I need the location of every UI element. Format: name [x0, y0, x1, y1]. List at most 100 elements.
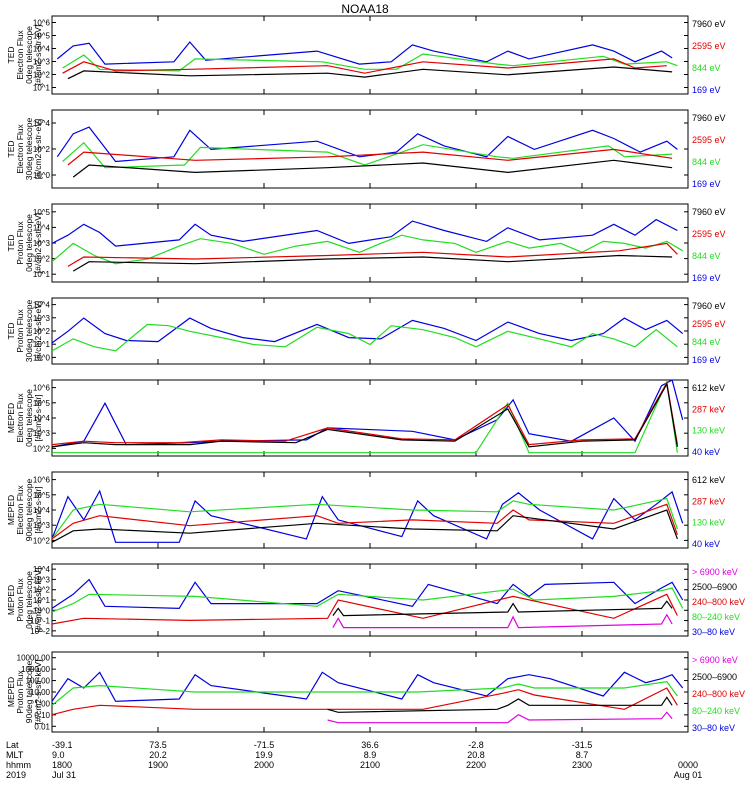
y-axis-label-line: 0deg telescope	[24, 389, 34, 447]
y-tick-label: 10^3	[33, 314, 51, 323]
series-group	[52, 380, 684, 454]
footer-row-label: hhmm	[6, 760, 31, 770]
y-tick-label: 10^6	[33, 19, 51, 28]
panel-frame	[51, 15, 689, 95]
y-axis-label-line: MEPED	[6, 495, 16, 525]
legend-entry: 2595 eV	[692, 319, 726, 329]
series-group	[56, 41, 678, 80]
legend-entry: 130 keV	[692, 518, 725, 528]
y-axis-label: TED Electron Flux 30deg telescope [#/cm2-s-…	[6, 118, 43, 181]
panel-meped-proton-90deg: 0.010.101.0010.00100.001000.0010000.00ME…	[6, 651, 745, 733]
series-group	[52, 489, 684, 543]
y-axis-label-line: [#/cm2-s-str-keV]	[33, 660, 43, 725]
legend-entry: 612 keV	[692, 475, 725, 485]
footer-date-value: Jul 31	[52, 770, 76, 780]
footer-mlt-value: 8.7	[576, 750, 589, 760]
y-axis-label-line: Electron Flux	[15, 123, 25, 173]
y-tick-label: 10^3	[33, 239, 51, 248]
footer-row-label: MLT	[6, 750, 24, 760]
legend-entry: 40 keV	[692, 447, 720, 457]
legend-entry: 7960 eV	[692, 301, 726, 311]
legend-entry: 844 eV	[692, 251, 721, 261]
y-axis-label-line: TED	[6, 141, 16, 158]
y-tick-label: 10^4	[33, 45, 51, 54]
series-line-169-eV	[56, 41, 673, 65]
series-line-612-keV	[52, 382, 678, 448]
legend-entry: 2595 eV	[692, 135, 726, 145]
y-tick-label: 10^-2	[30, 627, 50, 636]
y-tick-label: 10^3	[33, 429, 51, 438]
y-axis-label-line: [#/cm2-s-str]	[33, 394, 43, 441]
legend-entry: 130 keV	[692, 426, 725, 436]
legend-entry: 80–240 keV	[692, 706, 740, 716]
series-line-169-eV	[52, 317, 684, 344]
y-axis-label-line: Electron Flux	[15, 392, 25, 442]
y-tick-label: 10^4	[33, 565, 51, 574]
y-tick-label: 10^2	[33, 586, 51, 595]
footer-mlt-value: 8.9	[364, 750, 377, 760]
y-tick-label: 10^5	[33, 399, 51, 408]
y-axis-label-line: 90deg telescope	[24, 661, 34, 724]
legend-entry: 169 eV	[692, 273, 721, 283]
y-tick-label: 10^2	[33, 71, 51, 80]
y-axis-label-line: 90deg telescope	[24, 479, 34, 542]
footer-hhmm-value: 1800	[52, 760, 72, 770]
footer-lat-value: -2.8	[468, 740, 484, 750]
legend-entry: 240–800 keV	[692, 597, 745, 607]
series-line-80-240-keV	[52, 587, 684, 613]
y-axis-label-line: TED	[6, 323, 16, 340]
footer-lat-value: -31.5	[572, 740, 593, 750]
footer-hhmm-value: 0000	[678, 760, 698, 770]
legend-entry: 844 eV	[692, 63, 721, 73]
legend-entry: 169 eV	[692, 179, 721, 189]
y-tick-label: 10^5	[33, 208, 51, 217]
footer-mlt-value: 20.8	[467, 750, 485, 760]
legend-entry: 169 eV	[692, 355, 721, 365]
y-axis-label-line: Electron Flux	[15, 29, 25, 79]
series-line-40-keV	[52, 489, 684, 543]
legend-entry: 80–240 keV	[692, 612, 740, 622]
series-line-287-keV	[52, 503, 678, 540]
y-axis-label-line: 0deg telescope	[24, 214, 34, 272]
y-axis-label-line: MEPED	[6, 403, 16, 433]
series-line-844-eV	[62, 141, 673, 169]
footer-hhmm-value: 2200	[466, 760, 486, 770]
y-tick-label: 10^1	[33, 340, 51, 349]
y-tick-label: 10^-1	[30, 617, 50, 626]
y-tick-label: 10^5	[33, 32, 51, 41]
series-line-287-keV	[52, 381, 678, 446]
footer-hhmm-value: 2300	[572, 760, 592, 770]
y-tick-label: 10^6	[33, 476, 51, 485]
y-tick-label: 10^4	[33, 119, 51, 128]
legend-entry: 2595 eV	[692, 229, 726, 239]
footer-lat-value: 36.6	[361, 740, 379, 750]
series-line-169-eV	[52, 218, 678, 247]
series-line-2500-6900	[327, 696, 673, 713]
legend-entry: 240–800 keV	[692, 689, 745, 699]
y-tick-label: 10^0	[33, 171, 51, 180]
footer-mlt-value: 20.2	[149, 750, 167, 760]
y-axis-label-line: MEPED	[6, 585, 16, 615]
legend-entry: > 6900 keV	[692, 567, 738, 577]
series-line-240-800-keV	[52, 593, 678, 625]
y-tick-label: 10^4	[33, 506, 51, 515]
series-group	[52, 218, 684, 272]
y-tick-label: 10000.00	[17, 654, 51, 663]
y-axis-label-line: 0deg telescope	[24, 571, 34, 629]
series-group	[52, 671, 684, 724]
y-tick-label: 10^3	[33, 58, 51, 67]
y-axis-label-line: [#/cm2-s-str]	[33, 486, 43, 533]
series-line-80-240-keV	[52, 680, 678, 706]
series-line-612-keV	[52, 509, 678, 543]
panel-frame	[51, 297, 689, 365]
series-line-844-eV	[52, 234, 684, 265]
y-axis-label: TED Proton Flux 30deg telescope [#/cm2-s-st…	[6, 300, 43, 363]
y-axis-label-line: 30deg telescope	[24, 118, 34, 181]
legend-entry: 30–80 keV	[692, 723, 735, 733]
